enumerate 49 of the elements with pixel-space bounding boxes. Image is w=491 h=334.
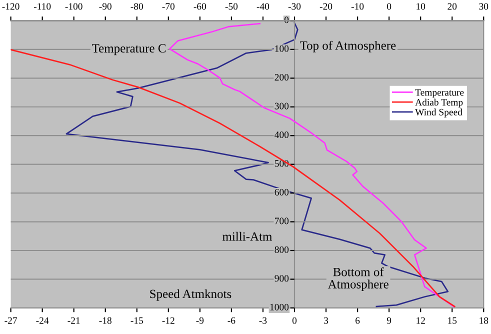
x-tick-label: -21 [68,317,80,324]
x2-tick-label: -120 [2,3,20,10]
x2-tick-label: -30 [288,3,301,10]
x2-tick-label: 30 [479,3,488,10]
x2-tick-label: -60 [194,3,206,10]
x-tick-label: -18 [99,317,112,324]
legend-label: Adiab Temp [415,98,463,108]
x2-tick-label: -110 [34,3,51,10]
y-tick-label: 1000 [270,304,289,310]
x-tick-label: -27 [4,317,18,324]
annotation: Top of Atmosphere [300,40,396,52]
y-axis-title: milli-Atm [222,232,272,241]
x-tick-label: -6 [228,317,236,324]
annotation: Bottom of Atmosphere [328,267,388,291]
x-axis-title: Speed Atmknots [150,289,232,301]
x2-tick-label: -100 [65,3,82,10]
x-tick-label: 18 [480,317,488,324]
x2-tick-label: -40 [256,3,270,10]
x2-tick-label: -90 [99,3,112,10]
y-tick-label: 800 [274,246,289,253]
x-tick-label: -9 [196,317,204,324]
y-tick-label: 700 [275,218,289,224]
x-tick-label: 6 [356,317,360,324]
x2-tick-label: 10 [416,3,426,10]
x2-tick-label: -10 [351,3,364,10]
legend-label: Wind Speed [415,108,462,118]
y-tick-label: 100 [275,45,289,52]
x-tick-label: -24 [36,317,49,324]
x2-tick-label: -80 [130,3,143,10]
x-tick-label: 3 [324,317,328,324]
x2-axis-title: Temperature C [92,44,166,56]
y-tick-label: 400 [274,131,289,138]
x-tick-label: 0 [292,317,297,324]
x2-tick-label: -50 [225,3,238,10]
legend-label: Temperature [415,89,464,98]
y-tick-label: 900 [274,275,289,282]
x-tick-label: -15 [130,317,143,324]
x2-tick-label: -70 [162,3,175,10]
x-tick-label: 9 [386,317,392,324]
x2-tick-label: 20 [448,3,457,10]
y-tick-label: 600 [274,188,289,196]
x2-tick-label: 0 [387,3,392,10]
x-tick-label: 15 [448,317,457,324]
y-tick-label: 300 [274,102,289,110]
x-tick-label: 12 [416,317,425,324]
x-tick-label: -3 [259,317,267,324]
x2-tick-label: -20 [320,3,332,10]
y-tick-label: 200 [274,74,289,81]
x-tick-label: -12 [162,317,174,324]
